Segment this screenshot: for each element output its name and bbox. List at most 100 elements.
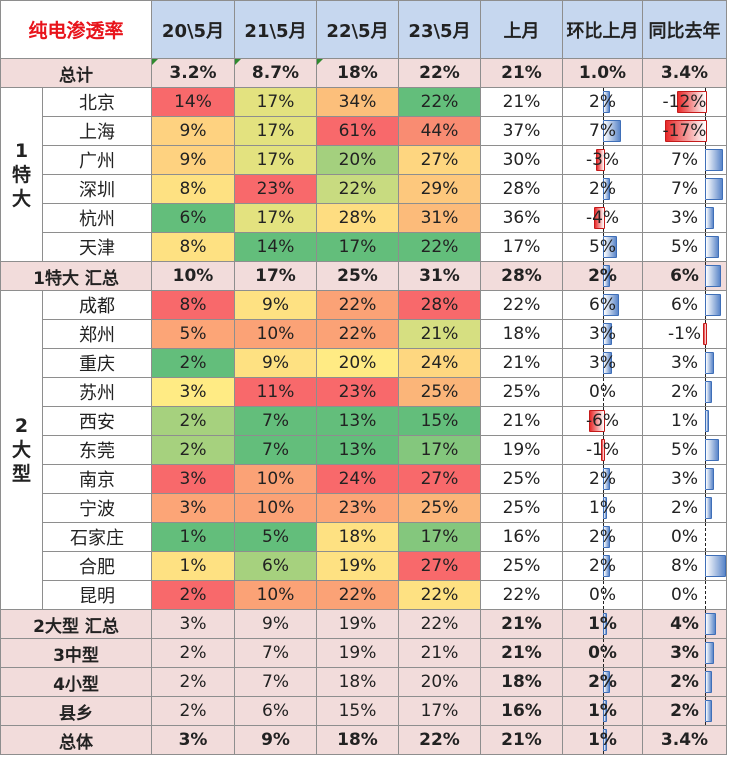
cell-2022: 22% bbox=[316, 580, 399, 610]
cell-value: 9% bbox=[179, 121, 207, 141]
cell-value: 21% bbox=[420, 324, 459, 344]
cell-yoy: -12% bbox=[642, 87, 727, 117]
cell-yoy: -17% bbox=[642, 116, 727, 146]
data-bar-positive bbox=[603, 91, 610, 113]
cell-value: 22% bbox=[419, 63, 460, 83]
summary-label: 1特大 汇总 bbox=[0, 261, 152, 291]
cell-value: 21% bbox=[502, 411, 541, 431]
cell-value: 7% bbox=[589, 121, 616, 141]
table-row: 合肥 1% 6% 19% 27% 25% 2% 8% bbox=[1, 551, 727, 581]
data-bar-positive bbox=[705, 700, 712, 722]
cell-value: 3.4% bbox=[660, 730, 709, 750]
cell-2022: 25% bbox=[316, 261, 399, 291]
row-label: 南京 bbox=[42, 464, 152, 494]
cell-2022: 13% bbox=[316, 435, 399, 465]
cell-last-month: 18% bbox=[480, 667, 563, 697]
cell-value: -6% bbox=[585, 411, 620, 431]
cell-value: 3% bbox=[670, 643, 699, 663]
cell-yoy: 3% bbox=[642, 203, 727, 233]
cell-value: 1% bbox=[179, 556, 207, 576]
cell-2022: 19% bbox=[316, 609, 399, 639]
cell-last-month: 17% bbox=[480, 232, 563, 262]
data-bar-positive bbox=[705, 439, 719, 461]
cell-value: 34% bbox=[338, 92, 377, 112]
group-label-line: 大 bbox=[11, 439, 31, 461]
cell-2020: 8% bbox=[151, 290, 235, 320]
cell-value: 0% bbox=[671, 585, 698, 605]
cell-yoy: 1% bbox=[642, 406, 727, 436]
cell-mom: 5% bbox=[562, 232, 643, 262]
cell-value: 0% bbox=[671, 527, 698, 547]
cell-value: 22% bbox=[338, 295, 377, 315]
data-bar-positive bbox=[705, 352, 715, 374]
cell-marker-icon bbox=[317, 59, 323, 65]
cell-value: 22% bbox=[419, 730, 460, 750]
cell-2020: 14% bbox=[151, 87, 235, 117]
cell-2021: 5% bbox=[234, 522, 317, 552]
cell-value: 24% bbox=[338, 469, 377, 489]
cell-value: 13% bbox=[338, 411, 377, 431]
cell-2020: 2% bbox=[151, 696, 235, 726]
data-bar-positive bbox=[603, 352, 613, 374]
cell-value: 18% bbox=[501, 672, 542, 692]
cell-value: 21% bbox=[502, 353, 541, 373]
cell-2022: 18% bbox=[316, 725, 399, 755]
data-bar-positive bbox=[705, 207, 715, 229]
cell-value: 7% bbox=[262, 643, 289, 663]
cell-value: 6% bbox=[671, 295, 698, 315]
cell-2022: 23% bbox=[316, 377, 399, 407]
cell-yoy: 2% bbox=[642, 493, 727, 523]
cell-value: 9% bbox=[262, 353, 289, 373]
cell-value: 19% bbox=[338, 614, 377, 634]
cell-2023: 27% bbox=[398, 551, 481, 581]
cell-value: 20% bbox=[420, 672, 459, 692]
col-header-2023-may: 23\5月 bbox=[398, 0, 481, 59]
cell-2020: 3% bbox=[151, 493, 235, 523]
cell-value: 5% bbox=[671, 440, 698, 460]
cell-mom: 2% bbox=[562, 522, 643, 552]
table-row: 重庆 2% 9% 20% 24% 21% 3% 3% bbox=[1, 348, 727, 378]
cell-last-month: 21% bbox=[480, 348, 563, 378]
cell-value: 8% bbox=[671, 556, 698, 576]
cell-value: 3% bbox=[589, 353, 616, 373]
cell-value: 22% bbox=[420, 237, 459, 257]
cell-yoy: 5% bbox=[642, 232, 727, 262]
cell-2022: 18% bbox=[316, 522, 399, 552]
cell-2020: 3% bbox=[151, 725, 235, 755]
cell-yoy: 0% bbox=[642, 522, 727, 552]
cell-yoy: 3% bbox=[642, 464, 727, 494]
table-row: 宁波 3% 10% 23% 25% 25% 1% 2% bbox=[1, 493, 727, 523]
cell-value: 3% bbox=[179, 498, 207, 518]
data-bar-positive bbox=[603, 700, 608, 722]
cell-2021: 17% bbox=[234, 87, 317, 117]
cell-2022: 18% bbox=[316, 667, 399, 697]
cell-2023: 22% bbox=[398, 725, 481, 755]
cell-last-month: 16% bbox=[480, 696, 563, 726]
cell-value: 28% bbox=[420, 295, 459, 315]
cell-value: 0% bbox=[589, 382, 616, 402]
cell-2023: 44% bbox=[398, 116, 481, 146]
cell-value: 44% bbox=[420, 121, 459, 141]
cell-2020: 2% bbox=[151, 406, 235, 436]
data-bar-negative bbox=[702, 323, 707, 345]
cell-value: 17% bbox=[420, 440, 459, 460]
cell-value: 17% bbox=[420, 527, 459, 547]
cell-value: 16% bbox=[502, 527, 541, 547]
cell-value: 7% bbox=[671, 179, 698, 199]
cell-value: 37% bbox=[502, 121, 541, 141]
cell-last-month: 21% bbox=[480, 725, 563, 755]
table-row: 深圳 8% 23% 22% 29% 28% 2% 7% bbox=[1, 174, 727, 204]
cell-2022: 22% bbox=[316, 174, 399, 204]
cell-2023: 17% bbox=[398, 696, 481, 726]
cell-value: 1% bbox=[179, 527, 207, 547]
row-label: 北京 bbox=[42, 87, 152, 117]
cell-value: 6% bbox=[589, 295, 616, 315]
data-bar-positive bbox=[705, 497, 712, 519]
cell-mom: 7% bbox=[562, 116, 643, 146]
cell-value: 23% bbox=[338, 498, 377, 518]
cell-value: 19% bbox=[338, 643, 377, 663]
cell-value: 7% bbox=[262, 440, 289, 460]
cell-yoy: 2% bbox=[642, 377, 727, 407]
cell-2022: 13% bbox=[316, 406, 399, 436]
cell-last-month: 21% bbox=[480, 87, 563, 117]
